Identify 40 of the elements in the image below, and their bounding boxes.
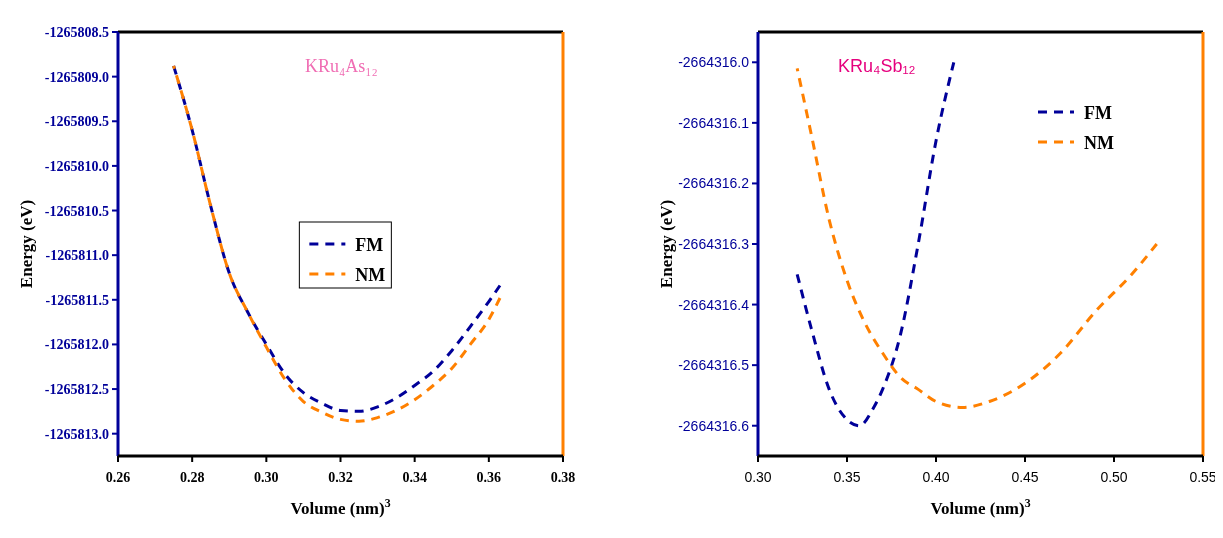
y-tick-label: -1265812.0 xyxy=(44,337,109,353)
y-axis-title: Energy (eV) xyxy=(17,199,36,289)
text: KRu₄Sb₁₂ xyxy=(838,56,916,76)
y-tick-label: -1265810.0 xyxy=(44,158,109,174)
x-tick-label: 0.40 xyxy=(922,469,950,485)
legend-label: FM xyxy=(355,235,384,255)
text: KRu₄As₁₂ xyxy=(304,56,378,76)
x-tick-label: 0.50 xyxy=(1100,469,1128,485)
y-tick-label: -1265811.0 xyxy=(45,248,109,264)
x-tick-label: 0.38 xyxy=(550,470,576,485)
y-tick-label: -1265811.5 xyxy=(45,292,109,308)
x-axis-title: Volume (nm)$^{3}$ xyxy=(930,496,1031,518)
y-tick-label: -2664316.3 xyxy=(678,236,750,252)
y-tick-label: -2664316.0 xyxy=(678,54,750,71)
y-tick-label: -2664316.6 xyxy=(678,417,750,434)
y-tick-label: -2664316.2 xyxy=(678,175,750,192)
x-tick-label: 0.30 xyxy=(254,470,279,485)
x-tick-label: 0.34 xyxy=(402,470,427,485)
y-tick-label: -1265810.5 xyxy=(44,203,109,219)
legend-label: NM xyxy=(1084,133,1114,153)
x-tick-label: 0.36 xyxy=(476,470,502,485)
x-tick-label: 0.26 xyxy=(105,470,131,485)
x-tick-label: 0.32 xyxy=(328,470,353,485)
y-tick-label: -1265808.5 xyxy=(44,25,109,40)
y-tick-label: -1265813.0 xyxy=(44,426,109,442)
y-tick-label: -2664316.4 xyxy=(678,296,750,313)
legend-label: FM xyxy=(1084,103,1112,123)
x-tick-label: 0.35 xyxy=(833,469,861,485)
x-axis-title: Volume (nm)$^{3}$ xyxy=(290,496,391,518)
y-tick-label: -2664316.5 xyxy=(678,357,750,374)
y-tick-label: -1265809.5 xyxy=(44,114,109,130)
x-tick-label: 0.45 xyxy=(1011,469,1039,485)
legend-label: NM xyxy=(355,265,386,285)
y-tick-label: -2664316.1 xyxy=(678,114,750,131)
y-tick-label: -1265809.0 xyxy=(44,69,109,85)
x-tick-label: 0.30 xyxy=(744,469,772,485)
y-tick-label: -1265812.5 xyxy=(44,382,109,398)
line-series xyxy=(795,60,956,428)
x-tick-label: 0.28 xyxy=(179,470,205,485)
y-axis-title: Energy (eV) xyxy=(657,199,676,289)
